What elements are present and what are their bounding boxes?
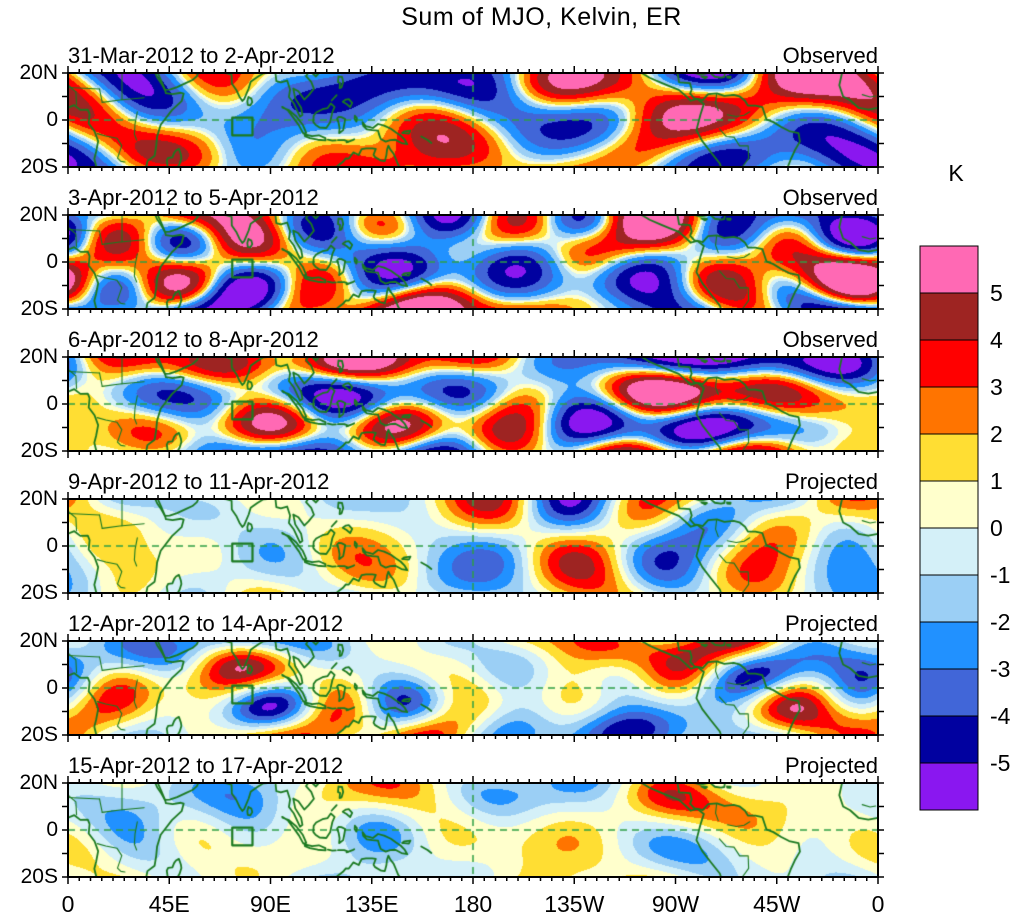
panel-5-map-canvas [68, 641, 878, 735]
colorbar-cell-2 [919, 339, 979, 388]
figure-title: Sum of MJO, Kelvin, ER [401, 3, 682, 31]
colorbar-tick-4: 4 [990, 327, 1003, 353]
panel-1-ytick-20N: 20N [19, 61, 58, 84]
panel-2-date-range: 3-Apr-2012 to 5-Apr-2012 [68, 185, 319, 210]
x-axis-tick-6-90W: 90W [651, 891, 700, 917]
panel-6-ytick-20S: 20S [20, 865, 58, 888]
colorbar-cell-0 [919, 245, 979, 294]
colorbar-cell-5 [919, 480, 979, 529]
colorbar-tick-3: 3 [990, 374, 1003, 400]
panel-2-map-canvas [68, 215, 878, 309]
x-axis-tick-2-90E: 90E [250, 891, 291, 917]
colorbar-tick--3: -3 [990, 656, 1010, 682]
x-axis-tick-7-45W: 45W [753, 891, 801, 917]
panel-3-status-label: Observed [782, 327, 878, 352]
panel-2-ytick-20N: 20N [19, 203, 58, 226]
colorbar-tick--1: -1 [990, 562, 1010, 588]
colorbar-cell-10 [919, 715, 979, 764]
panel-5-ytick-20S: 20S [20, 723, 58, 746]
panel-3-ytick-20N: 20N [19, 345, 58, 368]
x-axis-tick-4-180: 180 [453, 891, 493, 917]
x-axis-tick-8-0: 0 [871, 891, 885, 917]
colorbar-cell-3 [919, 386, 979, 435]
panel-3-ytick-20S: 20S [20, 439, 58, 462]
x-axis-tick-5-135W: 135W [544, 891, 605, 917]
colorbar-cell-8 [919, 621, 979, 670]
panel-4-map-canvas [68, 499, 878, 593]
colorbar-tick--4: -4 [990, 703, 1011, 729]
panel-1-map-canvas [68, 73, 878, 167]
colorbar-unit-label: K [948, 160, 964, 186]
panel-4-date-range: 9-Apr-2012 to 11-Apr-2012 [68, 469, 330, 494]
panel-1-ytick-0: 0 [46, 108, 58, 131]
colorbar-cell-7 [919, 574, 979, 623]
x-axis-tick-0-0: 0 [61, 891, 75, 917]
colorbar-cell-6 [919, 527, 979, 576]
panel-4-ytick-20N: 20N [19, 487, 58, 510]
panel-6-map-canvas [68, 783, 878, 877]
colorbar-tick-1: 1 [990, 468, 1003, 494]
panel-5-date-range: 12-Apr-2012 to 14-Apr-2012 [68, 611, 344, 636]
colorbar-tick-5: 5 [990, 280, 1003, 306]
panel-2-ytick-0: 0 [46, 250, 58, 273]
colorbar-cell-9 [919, 668, 979, 717]
panel-4-ytick-20S: 20S [20, 581, 58, 604]
panel-2-status-label: Observed [782, 185, 878, 210]
panel-2-ytick-20S: 20S [20, 297, 58, 320]
panel-5-ytick-0: 0 [46, 676, 58, 699]
colorbar-tick--2: -2 [990, 609, 1010, 635]
x-axis-tick-1-45E: 45E [148, 891, 190, 917]
colorbar-tick-0: 0 [990, 515, 1003, 541]
panel-4-status-label: Projected [785, 469, 878, 494]
colorbar-tick--5: -5 [990, 750, 1010, 776]
panel-6-ytick-20N: 20N [19, 771, 58, 794]
panel-3-date-range: 6-Apr-2012 to 8-Apr-2012 [68, 327, 319, 352]
panel-5-status-label: Projected [785, 611, 878, 636]
colorbar-cell-1 [919, 292, 979, 341]
x-axis-tick-3-135E: 135E [344, 891, 399, 917]
panel-6-status-label: Projected [785, 753, 878, 778]
panel-6-date-range: 15-Apr-2012 to 17-Apr-2012 [68, 753, 344, 778]
panel-3-map-canvas [68, 357, 878, 451]
panel-6-ytick-0: 0 [46, 818, 58, 841]
colorbar-tick-2: 2 [990, 421, 1003, 447]
colorbar: 5 4 3 2 1 0 -1 -2 -3 -4 -5 [919, 245, 1011, 811]
panel-4-ytick-0: 0 [46, 534, 58, 557]
panel-1-date-range: 31-Mar-2012 to 2-Apr-2012 [68, 43, 335, 68]
panel-1-status-label: Observed [782, 43, 878, 68]
colorbar-cell-11 [919, 762, 979, 811]
panel-3-ytick-0: 0 [46, 392, 58, 415]
panel-5-ytick-20N: 20N [19, 629, 58, 652]
panel-1-ytick-20S: 20S [20, 155, 58, 178]
colorbar-cell-4 [919, 433, 979, 482]
